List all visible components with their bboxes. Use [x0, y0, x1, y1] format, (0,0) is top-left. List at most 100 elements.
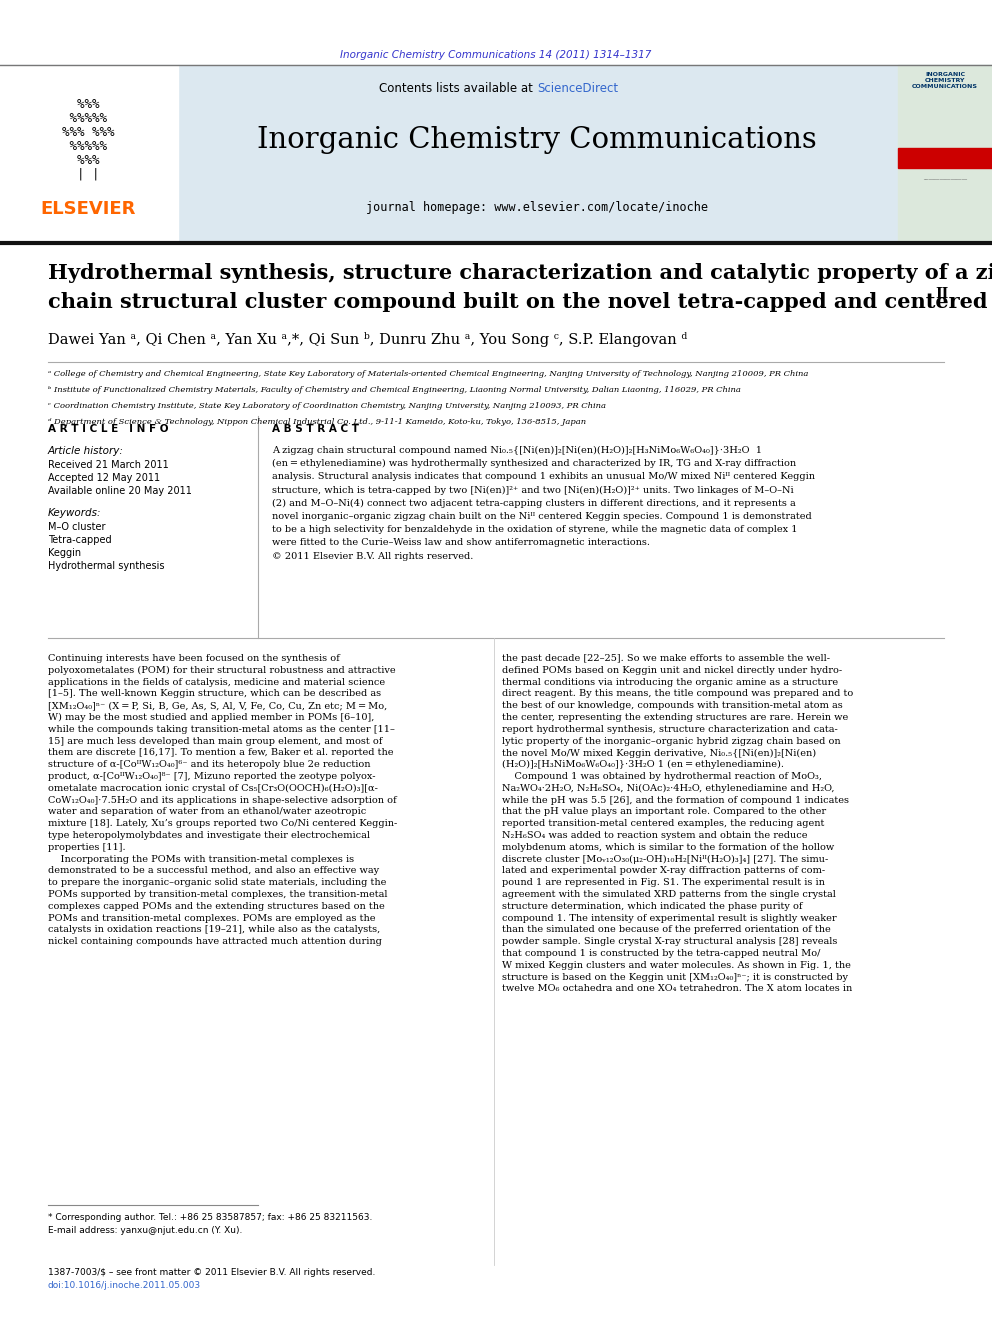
- Text: discrete cluster [Moᵥ₁₂O₃₀(μ₂-OH)₁₀H₂[Niᴵᴵ(H₂O)₃]₄] [27]. The simu-: discrete cluster [Moᵥ₁₂O₃₀(μ₂-OH)₁₀H₂[Ni…: [502, 855, 828, 864]
- Bar: [898, 148, 992, 168]
- Text: II: II: [935, 287, 948, 302]
- Text: to prepare the inorganic–organic solid state materials, including the: to prepare the inorganic–organic solid s…: [48, 878, 386, 888]
- Text: lytic property of the inorganic–organic hybrid zigzag chain based on: lytic property of the inorganic–organic …: [502, 737, 840, 746]
- Text: [XM₁₂O₄₀]ⁿ⁻ (X = P, Si, B, Ge, As, S, Al, V, Fe, Co, Cu, Zn etc; M = Mo,: [XM₁₂O₄₀]ⁿ⁻ (X = P, Si, B, Ge, As, S, Al…: [48, 701, 387, 710]
- Text: the novel Mo/W mixed Keggin derivative, Ni₀.₅{[Ni(en)]₂[Ni(en): the novel Mo/W mixed Keggin derivative, …: [502, 749, 816, 758]
- Text: novel inorganic–organic zigzag chain built on the Niᴵᴵ centered Keggin species. : novel inorganic–organic zigzag chain bui…: [272, 512, 811, 521]
- Text: (H₂O)]₂[H₃NiMo₆W₆O₄₀]}·3H₂O 1 (en = ethylenediamine).: (H₂O)]₂[H₃NiMo₆W₆O₄₀]}·3H₂O 1 (en = ethy…: [502, 761, 784, 770]
- Text: pound 1 are represented in Fig. S1. The experimental result is in: pound 1 are represented in Fig. S1. The …: [502, 878, 825, 888]
- Text: Keywords:: Keywords:: [48, 508, 101, 519]
- Text: POMs supported by transition-metal complexes, the transition-metal: POMs supported by transition-metal compl…: [48, 890, 388, 900]
- Text: ᵇ Institute of Functionalized Chemistry Materials, Faculty of Chemistry and Chem: ᵇ Institute of Functionalized Chemistry …: [48, 386, 741, 394]
- Text: structure, which is tetra-capped by two [Ni(en)]²⁺ and two [Ni(en)(H₂O)]²⁺ units: structure, which is tetra-capped by two …: [272, 486, 794, 495]
- Text: reported transition-metal centered examples, the reducing agent: reported transition-metal centered examp…: [502, 819, 824, 828]
- Text: Tetra-capped: Tetra-capped: [48, 534, 112, 545]
- Text: CoW₁₂O₄₀]·7.5H₂O and its applications in shape-selective adsorption of: CoW₁₂O₄₀]·7.5H₂O and its applications in…: [48, 795, 397, 804]
- Text: defined POMs based on Keggin unit and nickel directly under hydro-: defined POMs based on Keggin unit and ni…: [502, 665, 842, 675]
- Text: powder sample. Single crystal X-ray structural analysis [28] reveals: powder sample. Single crystal X-ray stru…: [502, 937, 837, 946]
- Text: thermal conditions via introducing the organic amine as a structure: thermal conditions via introducing the o…: [502, 677, 838, 687]
- Text: W mixed Keggin clusters and water molecules. As shown in Fig. 1, the: W mixed Keggin clusters and water molecu…: [502, 960, 851, 970]
- Text: applications in the fields of catalysis, medicine and material science: applications in the fields of catalysis,…: [48, 677, 385, 687]
- Text: Na₂WO₄·2H₂O, N₂H₆SO₄, Ni(OAc)₂·4H₂O, ethylenediamine and H₂O,: Na₂WO₄·2H₂O, N₂H₆SO₄, Ni(OAc)₂·4H₂O, eth…: [502, 783, 834, 792]
- Text: ᵃ College of Chemistry and Chemical Engineering, State Key Laboratory of Materia: ᵃ College of Chemistry and Chemical Engi…: [48, 370, 808, 378]
- Text: that compound 1 is constructed by the tetra-capped neutral Mo/: that compound 1 is constructed by the te…: [502, 949, 820, 958]
- Text: doi:10.1016/j.inoche.2011.05.003: doi:10.1016/j.inoche.2011.05.003: [48, 1281, 201, 1290]
- Text: complexes capped POMs and the extending structures based on the: complexes capped POMs and the extending …: [48, 902, 385, 910]
- Text: direct reagent. By this means, the title compound was prepared and to: direct reagent. By this means, the title…: [502, 689, 853, 699]
- Text: Compound 1 was obtained by hydrothermal reaction of MoO₃,: Compound 1 was obtained by hydrothermal …: [502, 773, 822, 781]
- Text: properties [11].: properties [11].: [48, 843, 126, 852]
- Text: A zigzag chain structural compound named Ni₀.₅{[Ni(en)]₂[Ni(en)(H₂O)]₂[H₃NiMo₆W₆: A zigzag chain structural compound named…: [272, 446, 762, 455]
- Text: Accepted 12 May 2011: Accepted 12 May 2011: [48, 474, 160, 483]
- Text: ᶜ Coordination Chemistry Institute, State Key Laboratory of Coordination Chemist: ᶜ Coordination Chemistry Institute, Stat…: [48, 402, 606, 410]
- Text: chain structural cluster compound built on the novel tetra-capped and centered b: chain structural cluster compound built …: [48, 292, 992, 312]
- Text: ________________: ________________: [923, 175, 967, 180]
- Text: report hydrothermal synthesis, structure characterization and cata-: report hydrothermal synthesis, structure…: [502, 725, 838, 734]
- Text: Contents lists available at: Contents lists available at: [379, 82, 537, 95]
- Text: %%%%%: %%%%%: [62, 140, 114, 153]
- Text: polyoxometalates (POM) for their structural robustness and attractive: polyoxometalates (POM) for their structu…: [48, 665, 396, 675]
- Text: Inorganic Chemistry Communications: Inorganic Chemistry Communications: [257, 126, 816, 153]
- Text: while the compounds taking transition-metal atoms as the center [11–: while the compounds taking transition-me…: [48, 725, 395, 734]
- Text: [1–5]. The well-known Keggin structure, which can be described as: [1–5]. The well-known Keggin structure, …: [48, 689, 381, 699]
- Text: lated and experimental powder X-ray diffraction patterns of com-: lated and experimental powder X-ray diff…: [502, 867, 825, 876]
- Text: Inorganic Chemistry Communications 14 (2011) 1314–1317: Inorganic Chemistry Communications 14 (2…: [340, 50, 652, 60]
- Text: %%%: %%%: [62, 153, 114, 167]
- Text: (en = ethylenediamine) was hydrothermally synthesized and characterized by IR, T: (en = ethylenediamine) was hydrothermall…: [272, 459, 797, 468]
- Text: Article history:: Article history:: [48, 446, 124, 456]
- Text: Continuing interests have been focused on the synthesis of: Continuing interests have been focused o…: [48, 654, 339, 663]
- Text: water and separation of water from an ethanol/water azeotropic: water and separation of water from an et…: [48, 807, 366, 816]
- Text: 1387-7003/$ – see front matter © 2011 Elsevier B.V. All rights reserved.: 1387-7003/$ – see front matter © 2011 El…: [48, 1267, 375, 1277]
- Bar: [0, 65, 992, 243]
- Text: compound 1. The intensity of experimental result is slightly weaker: compound 1. The intensity of experimenta…: [502, 914, 836, 922]
- Text: W) may be the most studied and applied member in POMs [6–10],: W) may be the most studied and applied m…: [48, 713, 374, 722]
- Bar: [0, 65, 178, 243]
- Text: * Corresponding author. Tel.: +86 25 83587857; fax: +86 25 83211563.: * Corresponding author. Tel.: +86 25 835…: [48, 1213, 372, 1222]
- Text: structure is based on the Keggin unit [XM₁₂O₄₀]ⁿ⁻; it is constructed by: structure is based on the Keggin unit [X…: [502, 972, 848, 982]
- Text: Incorporating the POMs with transition-metal complexes is: Incorporating the POMs with transition-m…: [48, 855, 354, 864]
- Text: %%%%%: %%%%%: [62, 112, 114, 124]
- Text: analysis. Structural analysis indicates that compound 1 exhibits an unusual Mo/W: analysis. Structural analysis indicates …: [272, 472, 815, 482]
- Text: INORGANIC
CHEMISTRY
COMMUNICATIONS: INORGANIC CHEMISTRY COMMUNICATIONS: [912, 71, 978, 90]
- Text: A B S T R A C T: A B S T R A C T: [272, 423, 359, 434]
- Text: Available online 20 May 2011: Available online 20 May 2011: [48, 486, 191, 496]
- Text: product, α-[CoᴵᴵW₁₂O₄₀]⁸⁻ [7], Mizuno reported the zeotype polyox-: product, α-[CoᴵᴵW₁₂O₄₀]⁸⁻ [7], Mizuno re…: [48, 773, 376, 781]
- Text: type heteropolymolybdates and investigate their electrochemical: type heteropolymolybdates and investigat…: [48, 831, 370, 840]
- Text: the past decade [22–25]. So we make efforts to assemble the well-: the past decade [22–25]. So we make effo…: [502, 654, 830, 663]
- Text: ELSEVIER: ELSEVIER: [41, 200, 136, 218]
- Text: that the pH value plays an important role. Compared to the other: that the pH value plays an important rol…: [502, 807, 826, 816]
- Text: (2) and M–O–Ni(4) connect two adjacent tetra-capping clusters in different direc: (2) and M–O–Ni(4) connect two adjacent t…: [272, 499, 796, 508]
- Text: them are discrete [16,17]. To mention a few, Baker et al. reported the: them are discrete [16,17]. To mention a …: [48, 749, 394, 757]
- Text: twelve MO₆ octahedra and one XO₄ tetrahedron. The X atom locates in: twelve MO₆ octahedra and one XO₄ tetrahe…: [502, 984, 852, 994]
- Text: catalysts in oxidation reactions [19–21], while also as the catalysts,: catalysts in oxidation reactions [19–21]…: [48, 925, 380, 934]
- Text: molybdenum atoms, which is similar to the formation of the hollow: molybdenum atoms, which is similar to th…: [502, 843, 834, 852]
- Text: mixture [18]. Lately, Xu’s groups reported two Co/Ni centered Keggin-: mixture [18]. Lately, Xu’s groups report…: [48, 819, 397, 828]
- Text: Hydrothermal synthesis, structure characterization and catalytic property of a z: Hydrothermal synthesis, structure charac…: [48, 263, 992, 283]
- Text: demonstrated to be a successful method, and also an effective way: demonstrated to be a successful method, …: [48, 867, 379, 876]
- Text: were fitted to the Curie–Weiss law and show antiferromagnetic interactions.: were fitted to the Curie–Weiss law and s…: [272, 538, 650, 548]
- Text: ScienceDirect: ScienceDirect: [537, 82, 618, 95]
- Text: %%% %%%: %%% %%%: [62, 126, 114, 139]
- Text: | |: | |: [62, 168, 114, 181]
- Text: 15] are much less developed than main group element, and most of: 15] are much less developed than main gr…: [48, 737, 382, 746]
- Text: agreement with the simulated XRD patterns from the single crystal: agreement with the simulated XRD pattern…: [502, 890, 836, 900]
- Text: %%%: %%%: [62, 98, 114, 111]
- Text: than the simulated one because of the preferred orientation of the: than the simulated one because of the pr…: [502, 925, 830, 934]
- Text: structure determination, which indicated the phase purity of: structure determination, which indicated…: [502, 902, 803, 910]
- Text: ᵈ Department of Science & Technology, Nippon Chemical Industrial Co. Ltd., 9-11-: ᵈ Department of Science & Technology, Ni…: [48, 418, 586, 426]
- Text: while the pH was 5.5 [26], and the formation of compound 1 indicates: while the pH was 5.5 [26], and the forma…: [502, 795, 849, 804]
- Text: Received 21 March 2011: Received 21 March 2011: [48, 460, 169, 470]
- Text: A R T I C L E   I N F O: A R T I C L E I N F O: [48, 423, 169, 434]
- Text: Dawei Yan ᵃ, Qi Chen ᵃ, Yan Xu ᵃ,*, Qi Sun ᵇ, Dunru Zhu ᵃ, You Song ᶜ, S.P. Elan: Dawei Yan ᵃ, Qi Chen ᵃ, Yan Xu ᵃ,*, Qi S…: [48, 332, 687, 347]
- Text: Hydrothermal synthesis: Hydrothermal synthesis: [48, 561, 165, 572]
- Text: © 2011 Elsevier B.V. All rights reserved.: © 2011 Elsevier B.V. All rights reserved…: [272, 552, 473, 561]
- Text: M–O cluster: M–O cluster: [48, 523, 105, 532]
- Bar: [898, 65, 992, 243]
- Text: POMs and transition-metal complexes. POMs are employed as the: POMs and transition-metal complexes. POM…: [48, 914, 376, 922]
- Text: ometalate macrocation ionic crystal of Cs₅[Cr₃O(OOCH)₆(H₂O)₃][α-: ometalate macrocation ionic crystal of C…: [48, 783, 378, 792]
- Text: E-mail address: yanxu@njut.edu.cn (Y. Xu).: E-mail address: yanxu@njut.edu.cn (Y. Xu…: [48, 1226, 242, 1234]
- Text: nickel containing compounds have attracted much attention during: nickel containing compounds have attract…: [48, 937, 382, 946]
- Text: the center, representing the extending structures are rare. Herein we: the center, representing the extending s…: [502, 713, 848, 722]
- Text: N₂H₆SO₄ was added to reaction system and obtain the reduce: N₂H₆SO₄ was added to reaction system and…: [502, 831, 807, 840]
- Text: journal homepage: www.elsevier.com/locate/inoche: journal homepage: www.elsevier.com/locat…: [366, 201, 708, 214]
